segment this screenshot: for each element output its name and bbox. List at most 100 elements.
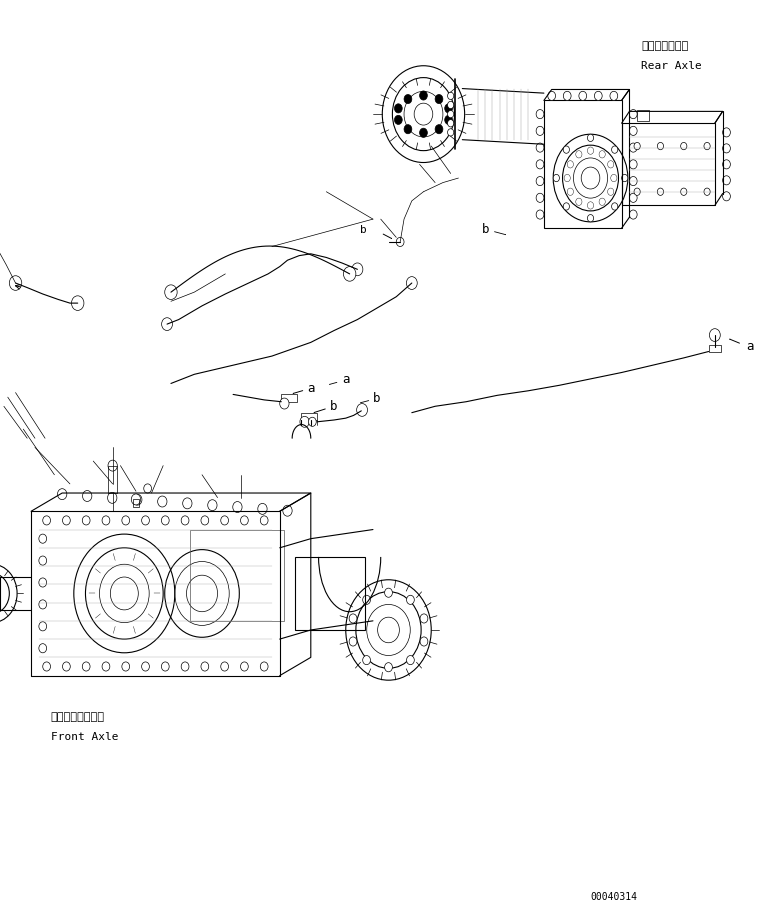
Circle shape bbox=[122, 516, 130, 525]
Circle shape bbox=[363, 595, 371, 604]
Circle shape bbox=[39, 556, 47, 565]
Circle shape bbox=[406, 277, 417, 289]
Text: b: b bbox=[360, 226, 367, 235]
Circle shape bbox=[420, 91, 427, 100]
Circle shape bbox=[536, 176, 544, 185]
Circle shape bbox=[723, 175, 730, 185]
Circle shape bbox=[39, 578, 47, 587]
Circle shape bbox=[221, 662, 228, 671]
Bar bbox=[133, 499, 139, 507]
Bar bbox=[108, 466, 117, 493]
Circle shape bbox=[622, 174, 628, 182]
Circle shape bbox=[611, 174, 617, 182]
Circle shape bbox=[107, 492, 117, 503]
Circle shape bbox=[634, 188, 640, 195]
Bar bbox=[281, 394, 297, 402]
Circle shape bbox=[723, 160, 730, 169]
Circle shape bbox=[629, 143, 637, 152]
Circle shape bbox=[594, 91, 602, 100]
Text: b: b bbox=[482, 223, 490, 236]
Text: リヤーアクスル: リヤーアクスル bbox=[641, 41, 688, 51]
Circle shape bbox=[587, 215, 594, 222]
Circle shape bbox=[201, 516, 209, 525]
Circle shape bbox=[183, 498, 192, 509]
Circle shape bbox=[241, 516, 249, 525]
Circle shape bbox=[444, 115, 452, 124]
Circle shape bbox=[420, 128, 427, 137]
Circle shape bbox=[404, 125, 412, 134]
Circle shape bbox=[39, 600, 47, 609]
Bar bbox=[544, 100, 622, 228]
Circle shape bbox=[681, 142, 687, 150]
Circle shape bbox=[435, 94, 443, 103]
Circle shape bbox=[260, 516, 268, 525]
Circle shape bbox=[308, 417, 316, 426]
Circle shape bbox=[536, 160, 544, 169]
Circle shape bbox=[563, 91, 571, 100]
Circle shape bbox=[587, 202, 594, 209]
Text: Front Axle: Front Axle bbox=[51, 732, 118, 742]
Circle shape bbox=[131, 494, 141, 505]
Circle shape bbox=[576, 198, 582, 205]
Circle shape bbox=[723, 144, 730, 153]
Circle shape bbox=[385, 588, 392, 597]
Circle shape bbox=[448, 101, 454, 109]
Circle shape bbox=[141, 516, 149, 525]
Circle shape bbox=[395, 104, 402, 113]
Circle shape bbox=[608, 161, 614, 168]
Circle shape bbox=[162, 318, 172, 331]
Circle shape bbox=[723, 192, 730, 201]
Circle shape bbox=[280, 398, 289, 409]
Circle shape bbox=[233, 501, 242, 512]
Circle shape bbox=[357, 404, 368, 416]
Text: a: a bbox=[342, 373, 350, 386]
Circle shape bbox=[629, 110, 637, 119]
Circle shape bbox=[158, 496, 167, 507]
Circle shape bbox=[258, 503, 267, 514]
Circle shape bbox=[343, 267, 356, 281]
Circle shape bbox=[349, 637, 357, 646]
Circle shape bbox=[435, 125, 443, 134]
Text: a: a bbox=[746, 341, 754, 353]
Circle shape bbox=[599, 198, 605, 205]
Circle shape bbox=[221, 516, 228, 525]
Circle shape bbox=[634, 142, 640, 150]
Circle shape bbox=[611, 203, 618, 210]
Circle shape bbox=[241, 662, 249, 671]
Circle shape bbox=[704, 142, 710, 150]
Circle shape bbox=[704, 188, 710, 195]
Circle shape bbox=[579, 91, 587, 100]
Circle shape bbox=[102, 516, 110, 525]
Circle shape bbox=[406, 656, 414, 665]
Circle shape bbox=[43, 516, 51, 525]
Circle shape bbox=[629, 210, 637, 219]
Circle shape bbox=[133, 494, 142, 505]
Circle shape bbox=[300, 416, 309, 427]
Bar bbox=[637, 110, 649, 121]
Circle shape bbox=[420, 614, 428, 623]
Circle shape bbox=[39, 622, 47, 631]
Circle shape bbox=[587, 147, 594, 154]
Circle shape bbox=[395, 115, 402, 124]
Bar bbox=[622, 123, 715, 205]
Bar bbox=[295, 557, 365, 630]
Circle shape bbox=[404, 94, 412, 103]
Text: b: b bbox=[330, 400, 338, 413]
Circle shape bbox=[629, 176, 637, 185]
Circle shape bbox=[181, 516, 189, 525]
Circle shape bbox=[71, 296, 84, 310]
Circle shape bbox=[363, 656, 371, 665]
Circle shape bbox=[349, 614, 357, 623]
Circle shape bbox=[564, 174, 570, 182]
Bar bbox=[301, 413, 317, 420]
Circle shape bbox=[82, 490, 92, 501]
Circle shape bbox=[444, 104, 452, 113]
Circle shape bbox=[587, 134, 594, 142]
Circle shape bbox=[536, 110, 544, 119]
Circle shape bbox=[144, 484, 152, 493]
Circle shape bbox=[62, 662, 70, 671]
Circle shape bbox=[352, 263, 363, 276]
Circle shape bbox=[260, 662, 268, 671]
Circle shape bbox=[201, 662, 209, 671]
Circle shape bbox=[43, 662, 51, 671]
